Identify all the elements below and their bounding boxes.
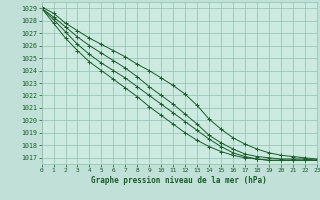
X-axis label: Graphe pression niveau de la mer (hPa): Graphe pression niveau de la mer (hPa)	[91, 176, 267, 185]
